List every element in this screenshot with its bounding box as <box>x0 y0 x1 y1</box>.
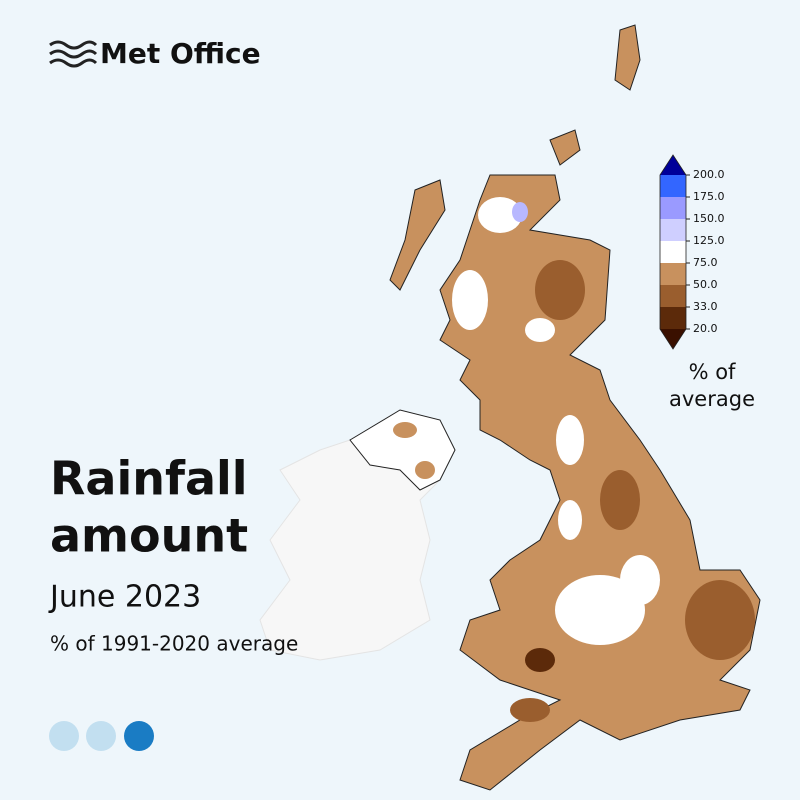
colorbar-segment <box>660 241 686 263</box>
shetland <box>614 24 641 91</box>
colorbar-tick-label: 50.0 <box>693 278 718 291</box>
colorbar-segment <box>660 175 686 197</box>
page-dot <box>86 721 116 751</box>
colorbar-tick-label: 125.0 <box>693 234 725 247</box>
colorbar-extend-max <box>660 155 686 175</box>
rain-patches <box>452 197 755 722</box>
colorbar-extend-min <box>660 329 686 349</box>
outer-hebrides <box>389 179 446 291</box>
colorbar-tick-label: 75.0 <box>693 256 718 269</box>
logo-text: Met Office <box>100 37 261 70</box>
colorbar: 20.0 33.0 50.0 75.0 125.0 150.0 175.0 200.0 <box>659 154 725 350</box>
rain-area <box>415 461 435 479</box>
logo-icon <box>49 40 98 68</box>
colorbar-label: % of <box>689 360 736 384</box>
colorbar-segment <box>660 307 686 329</box>
colorbar-tick-label: 150.0 <box>693 212 725 225</box>
colorbar-tick-label: 175.0 <box>693 190 725 203</box>
colorbar-segment <box>660 285 686 307</box>
caption: % of 1991-2020 average <box>50 632 298 656</box>
title-line: Rainfall <box>50 452 248 506</box>
page-dot <box>124 721 154 751</box>
subtitle: June 2023 <box>48 580 201 615</box>
colorbar-tick-label: 20.0 <box>693 322 718 335</box>
colorbar-segment <box>660 219 686 241</box>
rain-area <box>393 422 417 438</box>
page-dot <box>49 721 79 751</box>
orkney <box>549 129 581 166</box>
colorbar-tick-label: 33.0 <box>693 300 718 313</box>
great-britain <box>439 174 761 791</box>
colorbar-segment <box>660 263 686 285</box>
colorbar-segment <box>660 197 686 219</box>
colorbar-tick-label: 200.0 <box>693 168 725 181</box>
title-line: amount <box>50 509 248 563</box>
colorbar-label: average <box>669 387 755 411</box>
